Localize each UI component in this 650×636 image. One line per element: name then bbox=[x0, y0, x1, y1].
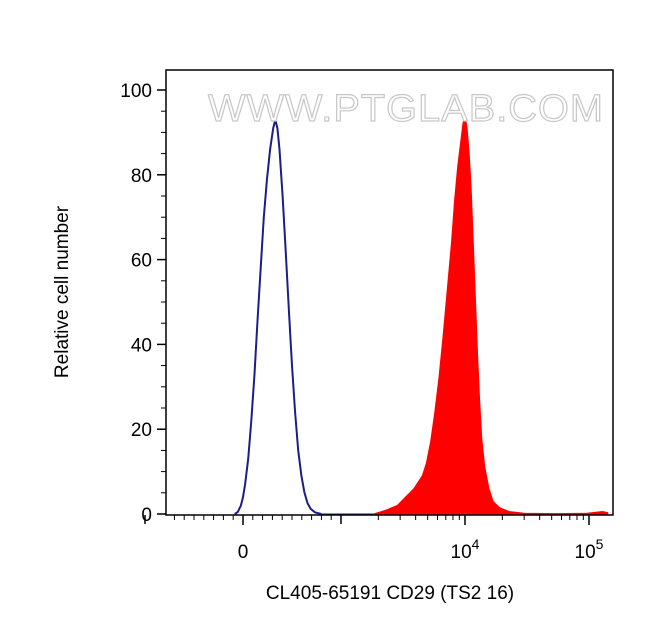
y-tick-label: 60 bbox=[131, 251, 152, 272]
x-tick-label: 105 bbox=[575, 536, 604, 563]
x-axis-tick-labels: 0 104 105 bbox=[238, 536, 604, 563]
y-axis-major-ticks bbox=[157, 89, 166, 515]
x-axis-major-ticks bbox=[144, 515, 590, 525]
series-layer bbox=[234, 115, 609, 515]
y-tick-label: 40 bbox=[131, 335, 152, 356]
y-axis-title: Relative cell number bbox=[52, 205, 73, 378]
series-1-filled-histogram bbox=[373, 115, 609, 515]
plot-frame bbox=[165, 69, 614, 516]
y-tick-label: 80 bbox=[131, 166, 152, 187]
y-tick-label: 100 bbox=[120, 81, 152, 102]
y-tick-label: 0 bbox=[141, 505, 152, 526]
watermark-text: WWW.PTGLAB.COM bbox=[208, 88, 604, 130]
y-axis-tick-labels: 0 20 40 60 80 100 bbox=[120, 81, 152, 526]
x-tick-label: 0 bbox=[238, 542, 249, 563]
x-tick-label: 104 bbox=[451, 536, 480, 563]
y-axis-minor-ticks bbox=[161, 110, 166, 494]
series-0-outline-histogram bbox=[234, 119, 322, 515]
y-tick-label: 20 bbox=[131, 420, 152, 441]
x-axis-title: CL405-65191 CD29 (TS2 16) bbox=[266, 583, 514, 604]
